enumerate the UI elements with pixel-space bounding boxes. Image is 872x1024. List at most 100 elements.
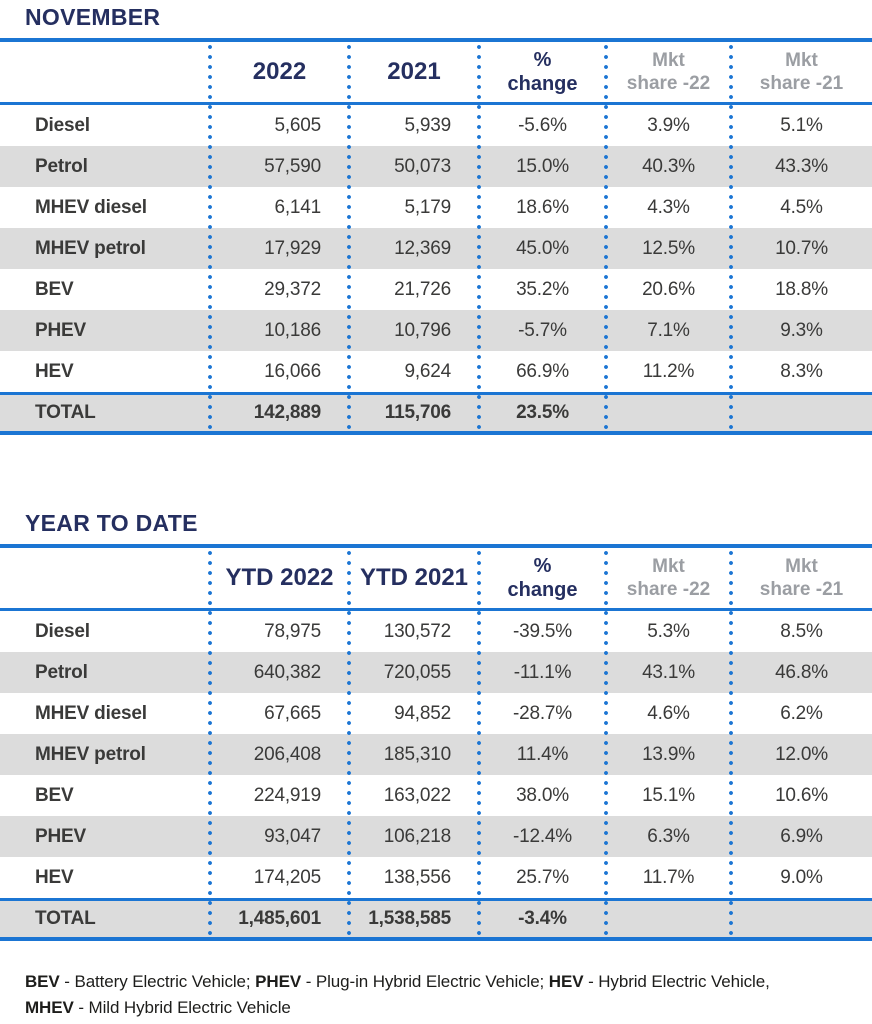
row-label: MHEV diesel — [35, 702, 147, 724]
footnote-text: - Mild Hybrid Electric Vehicle — [73, 998, 291, 1018]
value-2021: 10,796 — [394, 319, 451, 341]
value-2022: 6,141 — [274, 196, 321, 218]
value-mkt-share-22: 15.1% — [642, 784, 695, 806]
value-pct-change: -3.4% — [518, 908, 567, 929]
value-2021: 138,556 — [383, 866, 451, 888]
column-header: 2021 — [387, 58, 441, 86]
column-header: Mkt share -22 — [626, 49, 711, 94]
footnote-text: - Plug-in Hybrid Electric Vehicle; — [301, 972, 549, 991]
row-label: Diesel — [35, 114, 90, 136]
column-header: Mkt share -21 — [759, 49, 844, 94]
value-pct-change: 23.5% — [516, 402, 569, 423]
value-mkt-share-22: 3.9% — [647, 114, 690, 136]
value-pct-change: -5.7% — [518, 319, 567, 341]
value-pct-change: 18.6% — [516, 196, 569, 218]
column-header: 2022 — [252, 58, 307, 86]
value-2022: 206,408 — [253, 743, 321, 765]
column-header: Mkt share -21 — [759, 555, 844, 600]
value-pct-change: 25.7% — [516, 866, 569, 888]
row-label: MHEV petrol — [35, 237, 146, 259]
table-row: BEV 224,919 163,022 38.0% 15.1% 10.6% — [0, 775, 872, 816]
table-row: MHEV petrol 206,408 185,310 11.4% 13.9% 12.0% — [0, 734, 872, 775]
value-2021: 1,538,585 — [368, 908, 451, 929]
total-row: TOTAL 142,889 115,706 23.5% — [0, 392, 872, 431]
row-label: MHEV diesel — [35, 196, 147, 218]
value-mkt-share-22: 4.6% — [647, 702, 690, 724]
value-mkt-share-22: 12.5% — [642, 237, 695, 259]
value-mkt-share-21: 4.5% — [780, 196, 823, 218]
value-2021: 720,055 — [383, 661, 451, 683]
value-pct-change: -11.1% — [513, 661, 572, 683]
value-2022: 57,590 — [264, 155, 321, 177]
value-pct-change: -39.5% — [512, 620, 572, 642]
table-row: Petrol 640,382 720,055 -11.1% 43.1% 46.8% — [0, 652, 872, 693]
section-title-year-to-date: YEAR TO DATE — [25, 510, 198, 536]
value-mkt-share-21: 10.7% — [775, 237, 828, 259]
column-header: % change — [507, 48, 578, 95]
table-row: PHEV 93,047 106,218 -12.4% 6.3% 6.9% — [0, 816, 872, 857]
value-2021: 21,726 — [394, 278, 451, 300]
table-row: MHEV petrol 17,929 12,369 45.0% 12.5% 10.7% — [0, 228, 872, 269]
row-label: MHEV petrol — [35, 743, 146, 765]
value-2022: 29,372 — [264, 278, 321, 300]
value-2021: 115,706 — [384, 402, 451, 423]
value-2021: 130,572 — [383, 620, 451, 642]
value-2022: 67,665 — [264, 702, 321, 724]
year-to-date-table: YTD 2022 YTD 2021 % change Mkt share -22 Mkt… — [0, 544, 872, 941]
value-2022: 142,889 — [253, 402, 321, 423]
value-2021: 9,624 — [404, 360, 451, 382]
value-2022: 174,205 — [253, 866, 321, 888]
column-header: Mkt share -22 — [626, 555, 711, 600]
row-label: PHEV — [35, 825, 86, 847]
row-label: Petrol — [35, 661, 88, 683]
value-2022: 10,186 — [264, 319, 321, 341]
value-2021: 5,939 — [404, 114, 451, 136]
value-2021: 106,218 — [383, 825, 451, 847]
value-2021: 94,852 — [394, 702, 451, 724]
value-mkt-share-21: 43.3% — [775, 155, 828, 177]
value-pct-change: 38.0% — [516, 784, 569, 806]
footnote-acronym: HEV — [548, 972, 584, 991]
value-2021: 12,369 — [394, 237, 451, 259]
row-label: HEV — [35, 360, 74, 382]
table-row: Petrol 57,590 50,073 15.0% 40.3% 43.3% — [0, 146, 872, 187]
value-pct-change: 15.0% — [516, 155, 569, 177]
value-pct-change: 11.4% — [516, 743, 569, 765]
value-pct-change: -5.6% — [518, 114, 567, 136]
row-label: Petrol — [35, 155, 88, 177]
value-mkt-share-22: 40.3% — [642, 155, 695, 177]
header-row: YTD 2022 YTD 2021 % change Mkt share -22 Mkt… — [0, 548, 872, 611]
value-2022: 17,929 — [264, 237, 321, 259]
footnote-acronym: PHEV — [255, 972, 302, 991]
value-mkt-share-21: 8.3% — [780, 360, 823, 382]
footnote-acronym: MHEV — [25, 998, 74, 1018]
value-mkt-share-22: 43.1% — [642, 661, 695, 683]
row-label: TOTAL — [35, 402, 96, 423]
value-2022: 5,605 — [274, 114, 321, 136]
value-mkt-share-22: 7.1% — [647, 319, 690, 341]
value-mkt-share-22: 20.6% — [642, 278, 695, 300]
value-pct-change: 45.0% — [516, 237, 569, 259]
value-mkt-share-21: 46.8% — [775, 661, 828, 683]
table-row: HEV 174,205 138,556 25.7% 11.7% 9.0% — [0, 857, 872, 898]
column-header: % change — [507, 554, 578, 601]
table-row: MHEV diesel 67,665 94,852 -28.7% 4.6% 6.2% — [0, 693, 872, 734]
value-mkt-share-22: 5.3% — [647, 620, 690, 642]
value-mkt-share-21: 6.9% — [780, 825, 823, 847]
value-pct-change: -12.4% — [512, 825, 572, 847]
value-2022: 16,066 — [264, 360, 321, 382]
value-2021: 5,179 — [404, 196, 451, 218]
table-row: Diesel 78,975 130,572 -39.5% 5.3% 8.5% — [0, 611, 872, 652]
column-header: YTD 2022 — [225, 564, 334, 592]
value-2021: 50,073 — [394, 155, 451, 177]
row-label: Diesel — [35, 620, 90, 642]
footnote-text: - Battery Electric Vehicle; — [59, 972, 256, 991]
value-mkt-share-22: 11.2% — [642, 360, 695, 382]
value-2022: 1,485,601 — [238, 908, 321, 929]
value-mkt-share-22: 4.3% — [647, 196, 690, 218]
november-table: 2022 2021 % change Mkt share -22 Mkt share -… — [0, 38, 872, 435]
value-mkt-share-21: 8.5% — [780, 620, 823, 642]
value-mkt-share-22: 11.7% — [642, 866, 695, 888]
value-2022: 93,047 — [264, 825, 321, 847]
